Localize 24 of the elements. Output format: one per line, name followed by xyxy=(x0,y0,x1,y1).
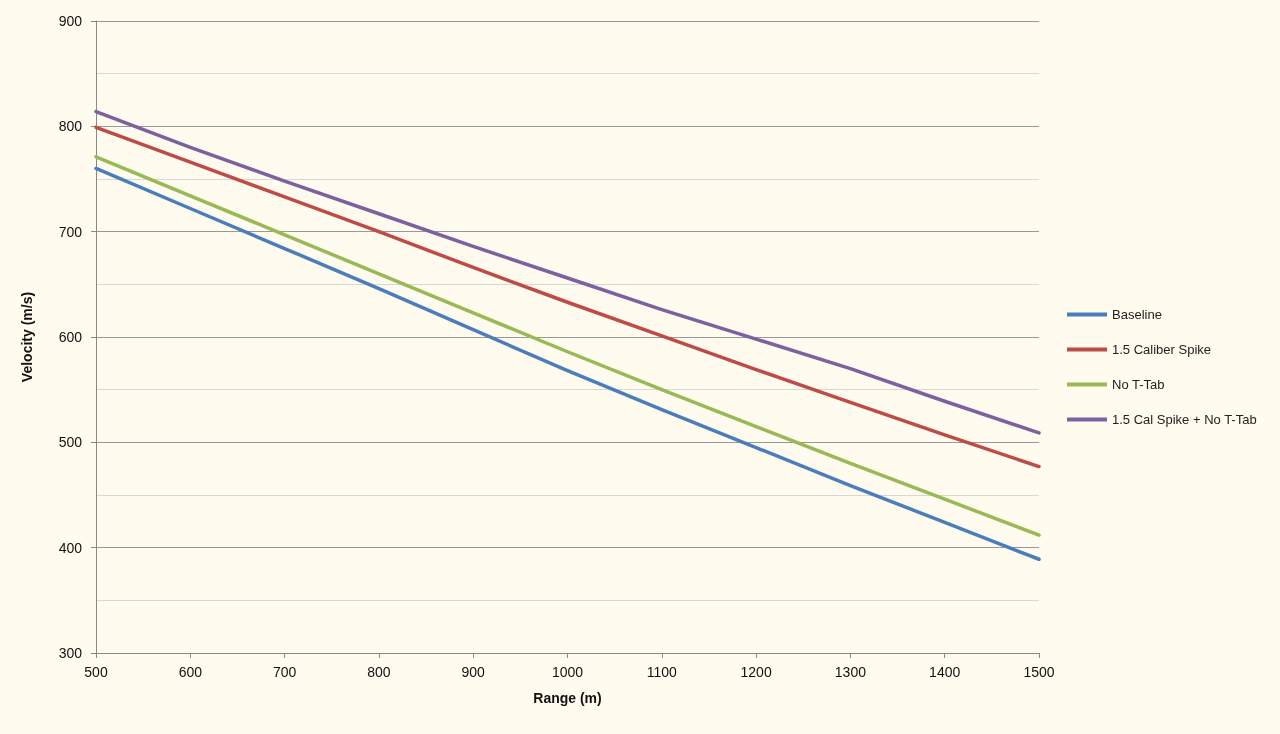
y-tick-label: 800 xyxy=(58,118,83,135)
y-tick-label: 600 xyxy=(58,329,83,345)
x-tick-label: 1000 xyxy=(551,664,584,680)
x-tick-label: 1500 xyxy=(1023,664,1055,680)
legend-label: No T-Tab xyxy=(1112,377,1165,392)
legend-label: 1.5 Cal Spike + No T-Tab xyxy=(1112,412,1257,427)
x-axis-title: Range (m) xyxy=(533,690,602,706)
y-tick-label: 400 xyxy=(58,539,83,556)
x-tick-label: 700 xyxy=(272,664,297,680)
x-tick-label: 1200 xyxy=(740,664,772,680)
y-tick-label: 900 xyxy=(58,13,83,29)
x-tick-label: 900 xyxy=(461,664,486,680)
x-tick-label: 1100 xyxy=(646,664,678,680)
x-tick-label: 500 xyxy=(84,664,108,680)
y-axis-title: Velocity (m/s) xyxy=(19,291,35,383)
y-tick-label: 500 xyxy=(58,434,83,451)
x-tick-label: 1400 xyxy=(929,664,961,680)
x-tick-label: 600 xyxy=(178,664,203,680)
legend-label: Baseline xyxy=(1112,307,1162,322)
y-tick-label: 700 xyxy=(58,223,83,240)
x-tick-label: 1300 xyxy=(834,664,867,680)
x-tick-label: 800 xyxy=(367,664,391,680)
y-tick-label: 300 xyxy=(58,645,83,661)
legend-label: 1.5 Caliber Spike xyxy=(1112,342,1211,357)
